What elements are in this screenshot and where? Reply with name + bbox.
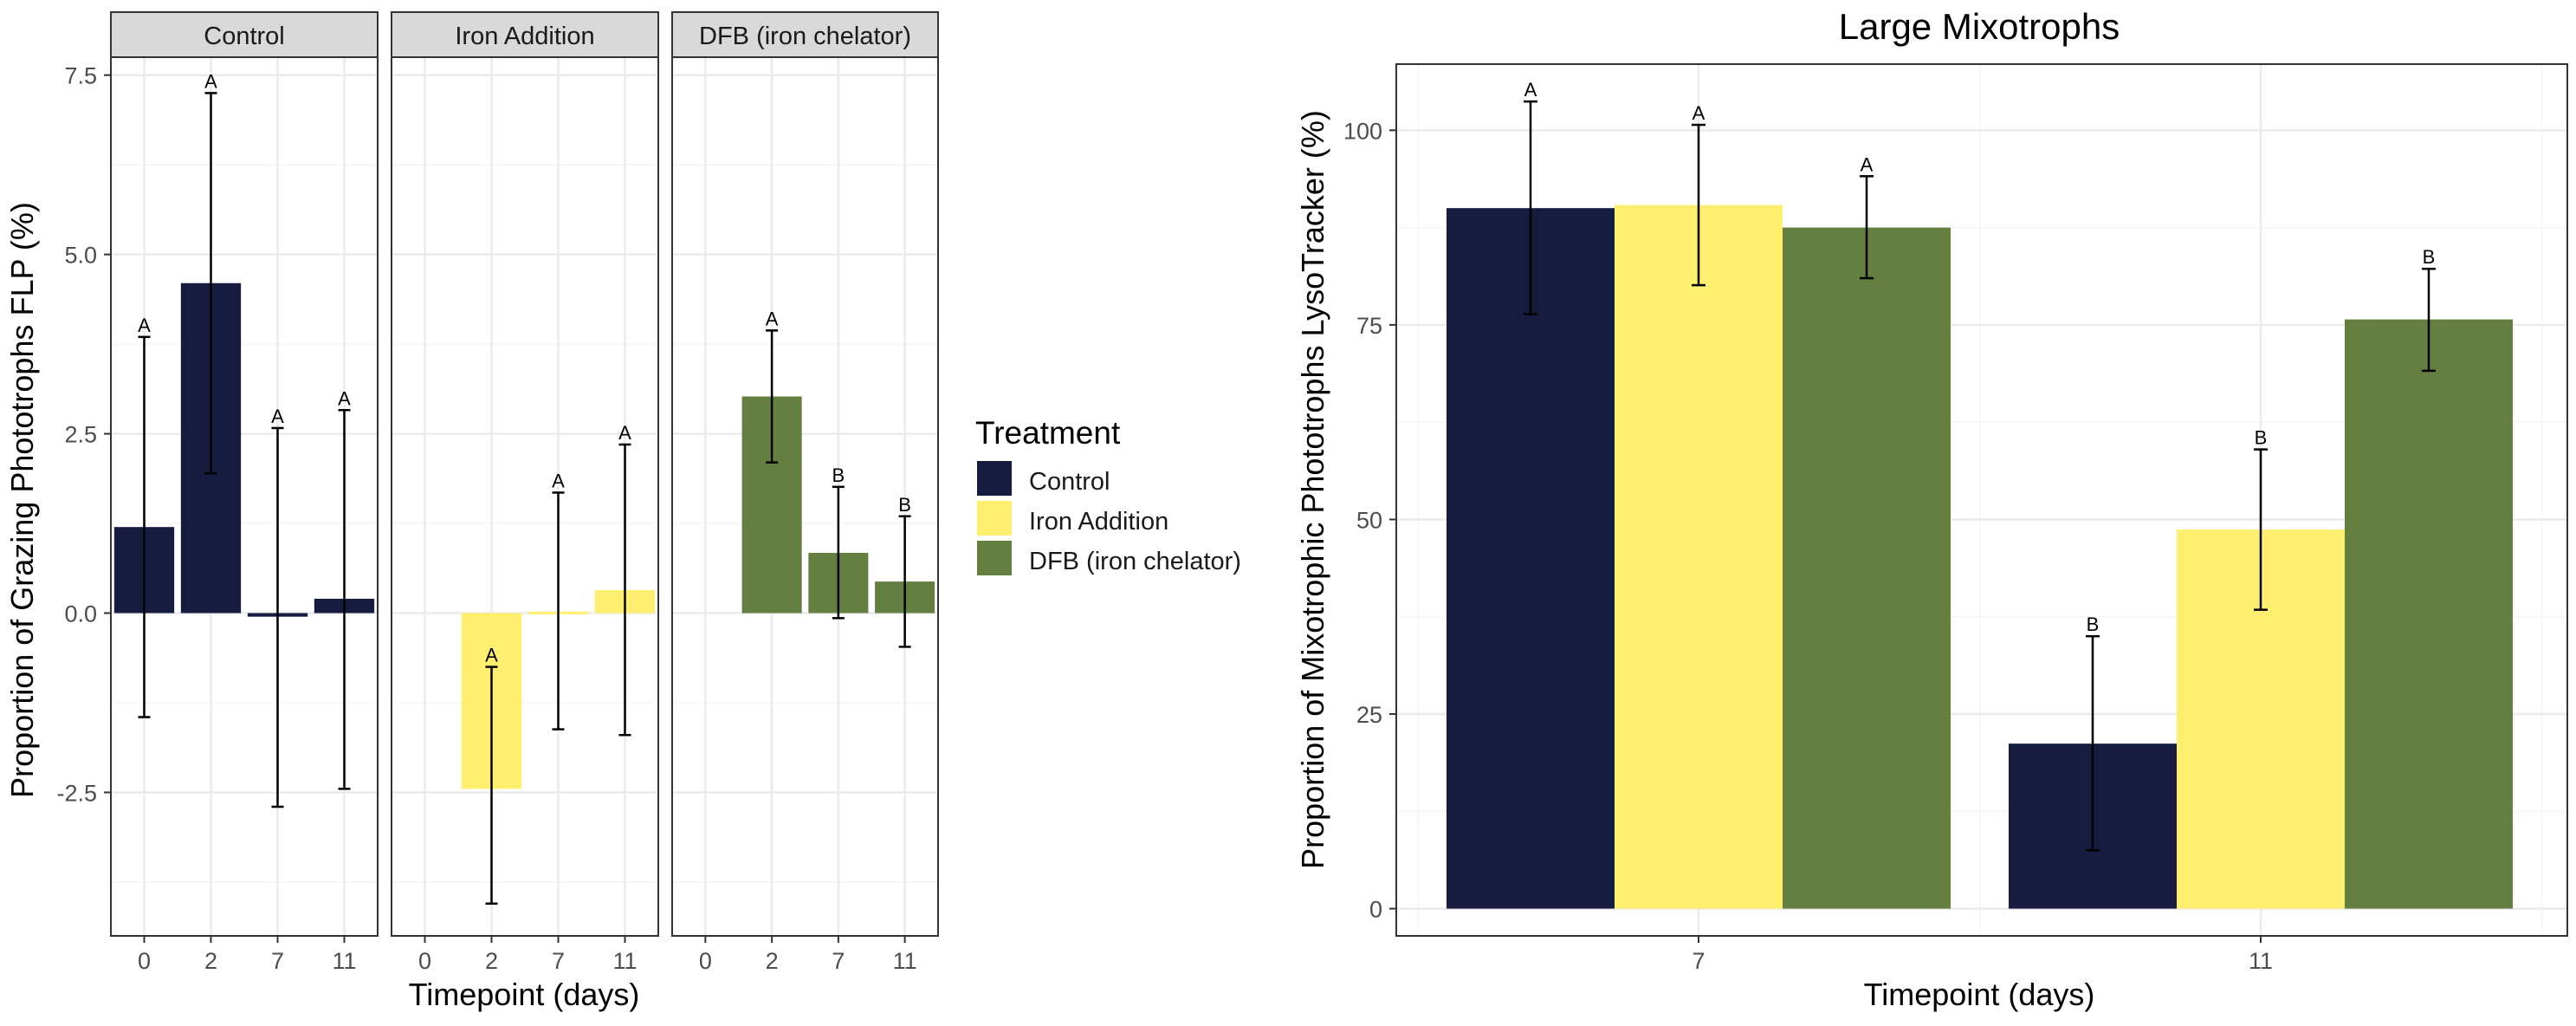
right-x-axis-label: Timepoint (days) [1864,977,2095,1012]
legend-key-control [977,461,1012,496]
x-tick-label: 7 [832,948,845,974]
x-tick-label: 11 [893,948,917,974]
significance-letter: B [898,494,911,516]
bar-control-day-7 [1447,208,1615,909]
facet-dfb-iron-chelator: A B B DFB (iron chelator) 0 2 7 11 [671,11,939,974]
significance-letter: A [204,70,217,92]
significance-letter: A [338,387,351,409]
treatment-legend: Treatment Control Iron Addition DFB (iro… [975,415,1241,575]
facet-strip [391,11,659,58]
x-tick-label: 11 [612,948,637,974]
legend-label-dfb: DFB (iron chelator) [1029,548,1241,575]
significance-letter: A [1861,153,1874,175]
significance-letter: A [1693,102,1705,124]
panel-background [672,57,938,936]
y-tick-label: 100 [1343,118,1382,144]
significance-letter: B [2255,427,2268,449]
y-tick-label: 2.5 [64,422,97,448]
legend-label-iron-addition: Iron Addition [1029,508,1168,536]
facet-panels: A A A A Control 0 2 7 11 A A A Iron Addition 0 2 7 11 A B B… [110,11,939,974]
y-tick-label: 0 [1369,897,1382,923]
x-tick-label: 7 [271,948,284,974]
y-tick-label: 50 [1356,507,1382,533]
bar-dfb-iron-chelator-day-7 [1783,227,1951,909]
x-tick-label: 11 [2249,948,2273,974]
legend-key-dfb [977,541,1012,575]
significance-letter: B [832,464,845,486]
facet-iron-addition: A A A Iron Addition 0 2 7 11 [391,11,659,974]
significance-letter: A [138,315,151,336]
right-chart-title: Large Mixotrophs [1839,6,2120,47]
x-tick-label: 2 [204,948,217,974]
x-tick-label: 11 [332,948,356,974]
facet-strip [671,11,939,58]
left-y-axis-label: Proportion of Grazing Phototrophs FLP (%… [4,202,40,798]
facet-strip-label: Iron Addition [455,23,594,50]
significance-letter: A [552,470,565,491]
right-plot-border [1395,63,2568,937]
left-y-axis-ticks: -2.5 0.0 2.5 5.0 7.5 [56,63,111,806]
left-x-axis-label: Timepoint (days) [409,977,640,1012]
y-tick-label: 7.5 [64,63,97,89]
bar-iron-addition-day-7 [1615,205,1783,909]
y-tick-label: 25 [1356,702,1382,728]
x-tick-label: 2 [485,948,498,974]
legend-title: Treatment [975,415,1121,451]
significance-letter: B [2423,246,2436,268]
legend-key-iron-addition [977,501,1012,536]
x-tick-label: 0 [138,948,151,974]
faceted-grazing-chart: A A A A Control 0 2 7 11 A A A Iron Addition 0 2 7 11 A B B… [4,11,939,1012]
y-tick-label: 75 [1356,313,1382,339]
x-tick-label: 2 [766,948,779,974]
facet-strip-label: Control [204,23,285,50]
facet-strip-label: DFB (iron chelator) [699,23,911,50]
x-tick-label: 0 [699,948,712,974]
y-tick-label: -2.5 [56,780,97,806]
significance-letter: B [2087,614,2100,635]
right-plot-area: A A A 7 B B B 11 0 25 50 75 100 [1343,63,2568,974]
facet-control: A A A A Control 0 2 7 11 [110,11,379,974]
facet-strip [110,11,379,58]
significance-letter: A [1524,79,1537,101]
significance-letter: A [766,308,779,329]
large-mixotrophs-chart: Large Mixotrophs A A A 7 B B B 11 0 25 50 75 100 Pro… [1295,6,2568,1012]
panel-background [392,57,658,936]
x-tick-label: 7 [1692,948,1705,974]
x-tick-label: 0 [418,948,431,974]
panel-background [111,57,378,936]
significance-letter: A [618,422,631,444]
bar-dfb-iron-chelator-day-11 [2345,319,2513,909]
right-y-axis-label: Proportion of Mixotrophic Phototrophs Ly… [1295,110,1330,869]
y-tick-label: 5.0 [64,243,97,269]
y-tick-label: 0.0 [64,601,97,627]
significance-letter: A [485,645,498,666]
legend-label-control: Control [1029,468,1110,496]
x-tick-label: 7 [552,948,565,974]
significance-letter: A [271,406,284,427]
